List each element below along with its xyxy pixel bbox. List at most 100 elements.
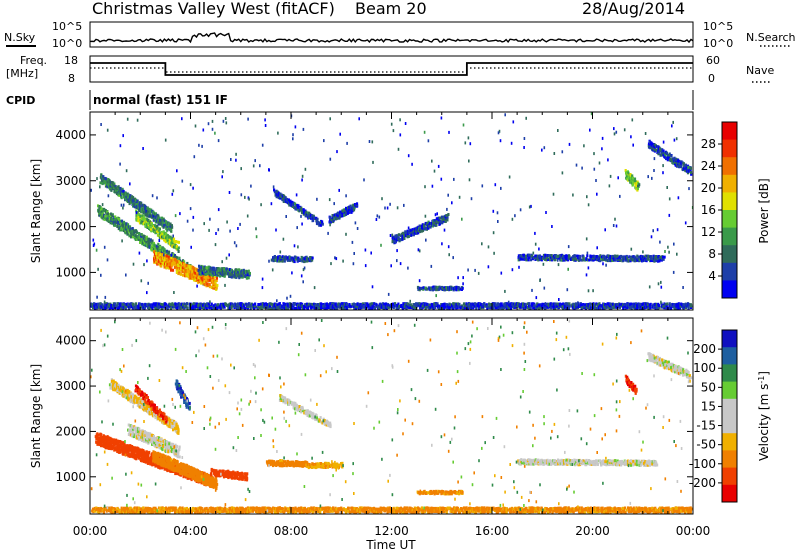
data-cell-13: [344, 304, 347, 308]
data-cell-7: [349, 204, 352, 208]
data-cell-13: [610, 306, 613, 310]
data-cell-2: [194, 269, 197, 273]
data-cell-scatter: [512, 120, 515, 124]
data-cell-4: [200, 265, 203, 269]
data-cell-13: [361, 305, 364, 309]
data-cell-13: [680, 303, 684, 307]
data-cell-7: [345, 206, 348, 210]
data-cell-13: [348, 303, 351, 306]
data-cell-4: [229, 270, 232, 274]
data-cell-13: [268, 304, 272, 308]
data-cell-scatter: [358, 117, 360, 121]
data-cell-13: [546, 303, 549, 307]
data-cell-8: [410, 231, 413, 235]
data-cell-scatter: [662, 164, 664, 168]
data-cell-13: [158, 302, 161, 306]
y-tick-label: 4000: [55, 128, 86, 142]
data-cell-13: [687, 306, 690, 310]
data-cell-13: [97, 302, 100, 306]
data-cell-scatter: [660, 285, 663, 289]
data-cell-6: [305, 210, 308, 214]
data-cell-13: [620, 304, 623, 308]
data-cell-2: [185, 264, 188, 268]
data-cell-6: [284, 196, 287, 200]
data-cell-13: [507, 306, 510, 310]
data-cell-0: [159, 246, 162, 249]
data-cell-8: [391, 238, 394, 242]
data-cell-8: [444, 219, 447, 223]
data-cell-0: [115, 438, 118, 442]
data-cell-0: [116, 450, 119, 453]
data-cell-13: [483, 302, 486, 306]
data-cell-9: [437, 287, 441, 291]
data-cell-scatter: [170, 253, 173, 257]
data-cell-2: [211, 279, 214, 283]
data-cell-13: [107, 304, 110, 308]
data-cell-1: [162, 218, 165, 222]
data-cell-13: [380, 305, 383, 309]
data-cell-4: [208, 265, 211, 269]
data-cell-13: [588, 302, 591, 306]
data-cell-7: [329, 218, 332, 221]
data-cell-12: [657, 152, 660, 156]
data-cell-scatter: [447, 245, 450, 249]
data-cell-13: [495, 304, 498, 308]
data-cell-8: [397, 236, 400, 240]
data-cell-12: [675, 162, 678, 166]
data-cell-scatter: [125, 273, 127, 277]
data-cell-13: [356, 302, 359, 306]
data-cell-1: [140, 201, 143, 205]
data-cell-13: [425, 305, 428, 309]
data-cell-8: [405, 230, 409, 234]
data-cell-8: [399, 238, 402, 242]
data-cell-scatter: [427, 139, 430, 143]
y-tick-label: 3000: [55, 174, 86, 188]
data-cell-7: [329, 216, 332, 220]
data-cell-10: [545, 258, 548, 262]
data-cell-13: [573, 305, 577, 309]
data-cell-13: [582, 303, 585, 306]
data-cell-2: [159, 253, 162, 257]
data-cell-3: [174, 244, 177, 248]
data-cell-13: [492, 305, 495, 308]
data-cell-2: [208, 283, 211, 287]
data-cell-11: [632, 180, 635, 184]
data-cell-0: [114, 446, 117, 450]
data-cell-8: [401, 237, 404, 241]
data-cell-scatter: [106, 258, 109, 262]
data-cell-5: [289, 256, 293, 260]
data-cell-scatter: [672, 120, 674, 124]
data-cell-13: [604, 303, 607, 306]
data-cell-0: [96, 442, 99, 446]
data-cell-13: [99, 305, 102, 309]
data-cell-1: [117, 185, 120, 189]
data-cell-13: [368, 306, 371, 310]
data-cell-scatter: [93, 242, 96, 246]
data-cell-6: [289, 203, 292, 207]
data-cell-13: [558, 302, 561, 306]
data-cell-13: [489, 303, 492, 307]
data-cell-scatter: [448, 253, 450, 257]
data-cell-4: [236, 268, 239, 272]
data-cell-13: [472, 302, 475, 306]
data-cell-13: [453, 302, 456, 306]
data-cell-0: [128, 230, 131, 234]
data-cell-13: [243, 306, 246, 310]
data-cell-8: [446, 215, 449, 219]
data-cell-4: [248, 273, 251, 277]
data-cell-scatter: [530, 204, 532, 208]
data-cell-8: [407, 235, 410, 238]
data-cell-0: [143, 235, 146, 238]
data-cell-13: [151, 306, 154, 310]
data-cell-13: [624, 303, 627, 307]
data-cell-scatter: [440, 177, 443, 181]
data-cell-13: [313, 306, 316, 310]
data-cell-5: [309, 258, 312, 262]
data-cell-13: [159, 302, 162, 306]
data-cell-scatter: [302, 268, 305, 272]
data-cell-scatter: [233, 241, 236, 245]
data-cell-13: [176, 306, 179, 310]
data-cell-13: [523, 306, 526, 310]
data-cell-10: [649, 257, 652, 260]
data-cell-0: [110, 217, 113, 220]
